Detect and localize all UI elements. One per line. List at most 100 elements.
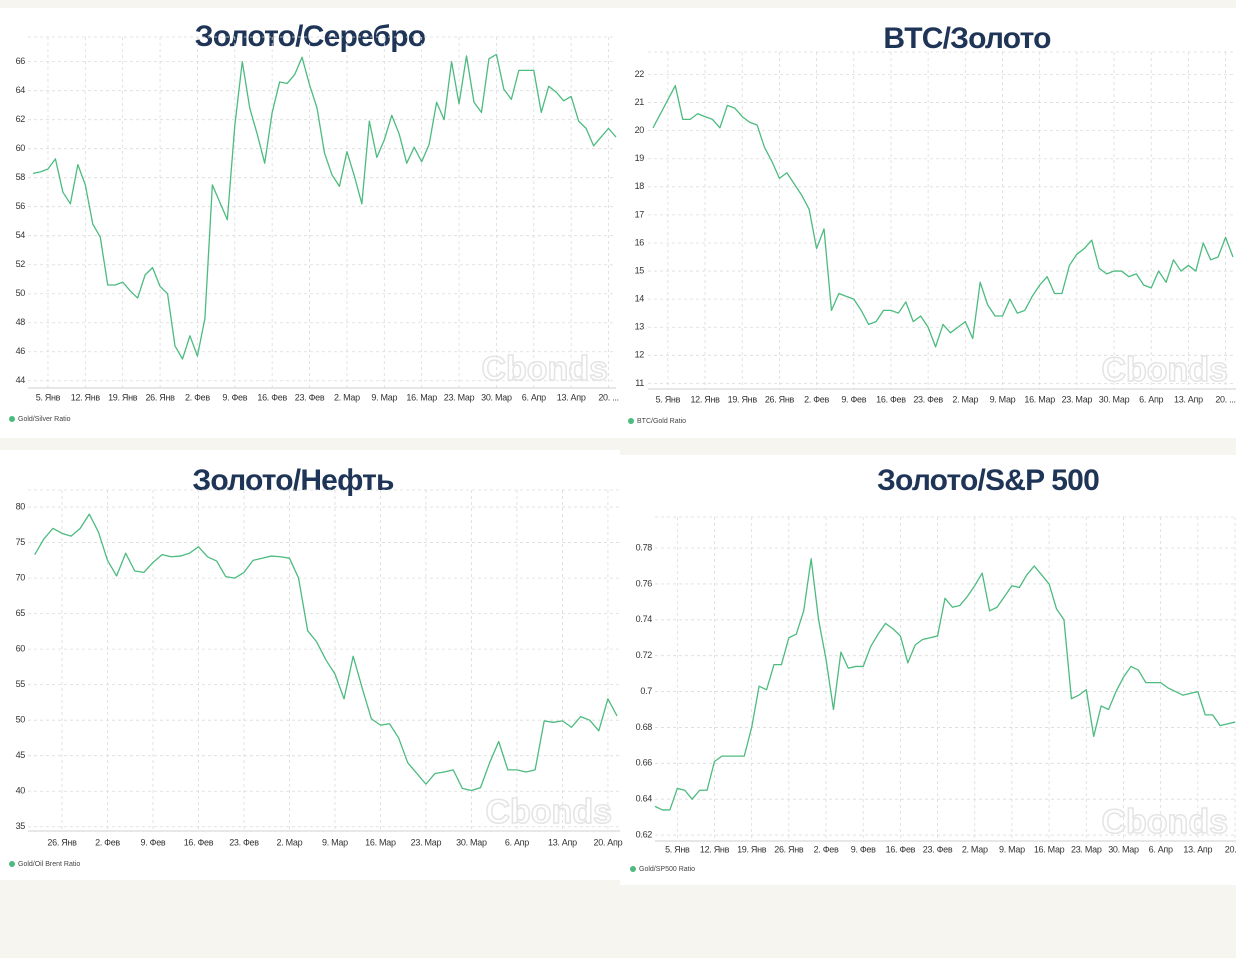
- x-tick-label: 20. Апр: [594, 837, 623, 847]
- y-tick-label: 0.74: [636, 614, 653, 624]
- x-tick-label: 9. Фев: [851, 844, 876, 854]
- data-line: [652, 85, 1234, 348]
- y-tick-label: 15: [635, 265, 645, 275]
- x-tick-label: 30. Мар: [481, 392, 512, 402]
- y-tick-label: 16: [635, 237, 645, 247]
- x-tick-label: 13. Апр: [1174, 394, 1203, 404]
- y-tick-label: 80: [16, 501, 26, 511]
- legend-dot: [630, 866, 636, 872]
- y-tick-label: 22: [635, 69, 645, 79]
- x-tick-label: 9. Фев: [841, 394, 866, 404]
- chart-title: Золото/Серебро: [195, 20, 426, 53]
- y-tick-label: 0.76: [636, 578, 653, 588]
- legend-dot: [628, 418, 634, 424]
- y-tick-label: 0.68: [636, 722, 653, 732]
- x-tick-label: 5. Янв: [665, 844, 690, 854]
- data-line: [34, 513, 618, 792]
- y-tick-label: 44: [16, 375, 26, 385]
- y-tick-label: 66: [16, 56, 26, 66]
- x-tick-label: 9. Мар: [990, 394, 1016, 404]
- x-tick-label: 19. Янв: [737, 844, 767, 854]
- panel: [620, 455, 1236, 885]
- legend-label: Gold/Oil Brent Ratio: [18, 861, 80, 868]
- x-tick-label: 20. ...: [1225, 844, 1236, 854]
- x-tick-label: 26. Янв: [774, 844, 804, 854]
- y-tick-label: 19: [635, 153, 645, 163]
- y-tick-label: 46: [16, 346, 26, 356]
- x-tick-label: 13. Апр: [557, 392, 586, 402]
- legend-label: Gold/Silver Ratio: [18, 416, 71, 423]
- x-tick-label: 6. Апр: [1139, 394, 1163, 404]
- chart-title: Золото/Нефть: [192, 464, 394, 497]
- y-tick-label: 20: [635, 125, 645, 135]
- x-tick-label: 12. Янв: [71, 392, 101, 402]
- x-tick-label: 2. Фев: [95, 837, 120, 847]
- x-tick-label: 30. Мар: [456, 837, 487, 847]
- y-tick-label: 52: [16, 259, 26, 269]
- y-tick-label: 48: [16, 317, 26, 327]
- watermark: Cbonds: [485, 793, 612, 831]
- x-tick-label: 23. Мар: [1071, 844, 1102, 854]
- y-tick-label: 56: [16, 201, 26, 211]
- y-tick-label: 21: [635, 97, 645, 107]
- watermark: Cbonds: [481, 350, 608, 388]
- y-tick-label: 54: [16, 230, 26, 240]
- y-tick-label: 70: [16, 572, 26, 582]
- x-tick-label: 20. ...: [1215, 394, 1235, 404]
- y-tick-label: 11: [635, 378, 644, 388]
- y-tick-label: 64: [16, 85, 26, 95]
- x-tick-label: 16. Фев: [184, 837, 214, 847]
- x-tick-label: 2. Мар: [962, 844, 988, 854]
- x-tick-label: 2. Мар: [952, 394, 978, 404]
- y-tick-label: 35: [16, 821, 26, 831]
- x-tick-label: 12. Янв: [700, 844, 730, 854]
- y-tick-label: 50: [16, 715, 26, 725]
- x-tick-label: 30. Мар: [1099, 394, 1130, 404]
- x-tick-label: 9. Мар: [322, 837, 348, 847]
- y-tick-label: 60: [16, 143, 26, 153]
- data-line: [654, 558, 1236, 811]
- x-tick-label: 9. Мар: [371, 392, 397, 402]
- y-tick-label: 13: [635, 322, 645, 332]
- x-tick-label: 2. Фев: [814, 844, 839, 854]
- y-tick-label: 12: [635, 350, 645, 360]
- x-tick-label: 26. Янв: [765, 394, 795, 404]
- x-tick-label: 9. Фев: [141, 837, 166, 847]
- x-tick-label: 16. Мар: [406, 392, 437, 402]
- y-tick-label: 62: [16, 114, 26, 124]
- x-tick-label: 26. Янв: [47, 837, 77, 847]
- watermark: Cbonds: [1101, 803, 1228, 841]
- chart-title: Золото/S&P 500: [877, 464, 1099, 497]
- x-tick-label: 2. Фев: [185, 392, 210, 402]
- legend-dot: [9, 861, 15, 867]
- x-tick-label: 2. Мар: [334, 392, 360, 402]
- y-tick-label: 45: [16, 750, 26, 760]
- y-tick-label: 17: [635, 209, 645, 219]
- y-tick-label: 0.78: [636, 542, 653, 552]
- x-tick-label: 5. Янв: [656, 394, 681, 404]
- y-tick-label: 60: [16, 644, 26, 654]
- x-tick-label: 23. Мар: [411, 837, 442, 847]
- x-tick-label: 9. Мар: [999, 844, 1025, 854]
- x-tick-label: 12. Янв: [690, 394, 720, 404]
- x-tick-label: 23. Фев: [295, 392, 325, 402]
- y-tick-label: 58: [16, 172, 26, 182]
- y-tick-label: 0.64: [636, 794, 653, 804]
- y-tick-label: 0.72: [636, 650, 653, 660]
- y-tick-label: 40: [16, 786, 26, 796]
- x-tick-label: 16. Мар: [1034, 844, 1065, 854]
- x-tick-label: 16. Фев: [876, 394, 906, 404]
- y-tick-label: 0.7: [640, 686, 652, 696]
- x-tick-label: 9. Фев: [222, 392, 247, 402]
- y-tick-label: 65: [16, 608, 26, 618]
- x-tick-label: 2. Мар: [277, 837, 303, 847]
- y-tick-label: 0.62: [636, 829, 653, 839]
- y-tick-label: 0.66: [636, 758, 653, 768]
- x-tick-label: 19. Янв: [728, 394, 758, 404]
- y-tick-label: 18: [635, 181, 645, 191]
- legend-label: BTC/Gold Ratio: [637, 418, 686, 425]
- x-tick-label: 23. Мар: [1062, 394, 1093, 404]
- x-tick-label: 2. Фев: [804, 394, 829, 404]
- x-tick-label: 23. Фев: [913, 394, 943, 404]
